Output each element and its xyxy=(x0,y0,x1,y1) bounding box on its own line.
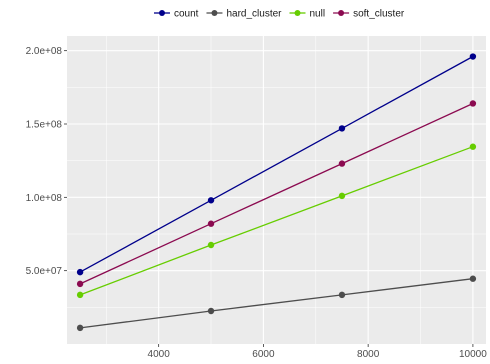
x-tick-label: 4000 xyxy=(148,349,171,360)
y-tick-label: 1.5e+08 xyxy=(26,120,63,131)
data-point-null xyxy=(338,192,346,200)
data-point-count xyxy=(469,53,477,60)
legend-label-hard_cluster: hard_cluster xyxy=(226,9,282,20)
data-point-hard_cluster xyxy=(207,307,215,315)
series-line-count xyxy=(79,55,474,273)
data-point-soft_cluster xyxy=(338,160,346,167)
legend-key-point-null xyxy=(294,10,301,16)
series-line-null xyxy=(79,146,474,296)
data-point-count xyxy=(76,268,84,276)
data-point-soft_cluster xyxy=(76,280,84,288)
legend-label-count: count xyxy=(174,9,199,20)
data-point-null xyxy=(76,291,84,299)
data-point-null xyxy=(469,143,477,150)
data-point-hard_cluster xyxy=(338,291,346,299)
legend: count hard_cluster null soft_cluster xyxy=(154,9,405,20)
legend-key-point-hard_cluster xyxy=(211,10,218,16)
y-tick-label: 5.0e+07 xyxy=(26,266,63,277)
data-point-soft_cluster xyxy=(207,220,215,227)
data-point-hard_cluster xyxy=(76,324,84,332)
series-layer xyxy=(76,53,477,332)
data-point-count xyxy=(338,125,346,132)
x-tick-label: 10000 xyxy=(459,349,487,360)
x-tick-label: 6000 xyxy=(252,349,275,360)
axes: 4000 6000 8000 10000 5.0e+07 1.0e+08 1.5e+08 2.… xyxy=(26,46,488,360)
legend-key-point-count xyxy=(159,10,165,16)
grid-lines xyxy=(67,36,486,344)
y-tick-label: 1.0e+08 xyxy=(26,193,63,204)
legend-key-point-soft_cluster xyxy=(338,10,345,16)
legend-label-soft_cluster: soft_cluster xyxy=(353,9,405,20)
series-line-hard_cluster xyxy=(80,278,473,329)
data-point-hard_cluster xyxy=(469,275,477,282)
x-tick-label: 8000 xyxy=(357,349,380,360)
data-point-soft_cluster xyxy=(469,100,477,107)
y-tick-label: 2.0e+08 xyxy=(26,46,63,57)
series-line-soft_cluster xyxy=(79,102,474,285)
data-point-null xyxy=(207,241,215,249)
plot-panel xyxy=(67,36,486,344)
legend-label-null: null xyxy=(310,9,326,20)
data-point-count xyxy=(207,197,215,204)
